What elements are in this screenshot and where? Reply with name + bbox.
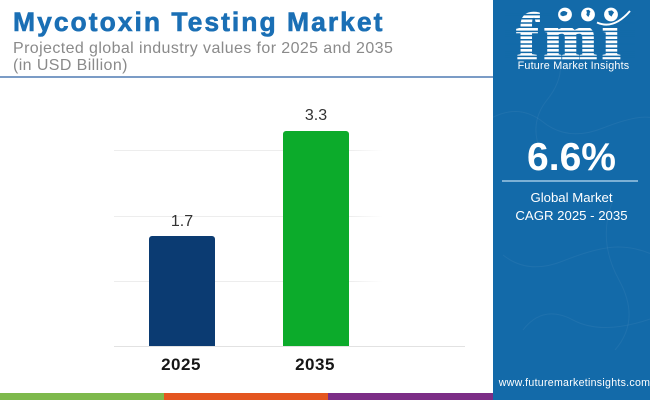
svg-text:Future Market Insights: Future Market Insights: [518, 60, 630, 72]
